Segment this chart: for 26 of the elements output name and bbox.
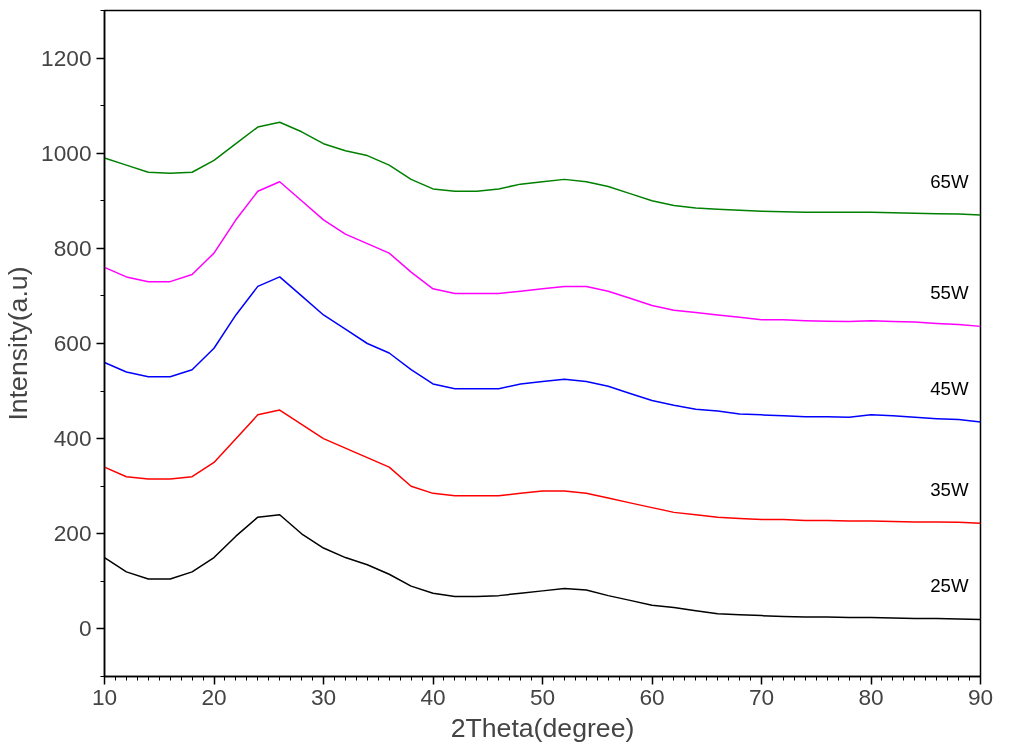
x-axis-title: 2Theta(degree) [450, 712, 635, 743]
x-tick-label: 10 [91, 683, 118, 710]
x-tick-label: 40 [420, 683, 446, 710]
x-tick-label: 60 [639, 683, 665, 710]
line-series [104, 276, 981, 423]
series-label: 65W [930, 170, 969, 192]
y-tick-label: 200 [53, 520, 92, 547]
y-tick-label: 800 [53, 234, 92, 261]
y-tick-label: 1200 [41, 44, 92, 71]
line-series [104, 409, 981, 525]
series-label: 45W [930, 377, 969, 399]
line-series [104, 121, 981, 216]
x-tick-label: 30 [310, 683, 337, 710]
y-tick-label: 1000 [41, 139, 92, 166]
x-tick-label: 70 [748, 683, 775, 710]
x-tick-label: 50 [529, 683, 556, 710]
x-tick-label: 90 [967, 683, 994, 710]
y-axis-title: Intensity(a.u) [3, 266, 34, 421]
series-label: 25W [930, 575, 969, 597]
series-label: 55W [930, 282, 969, 304]
series-label: 35W [930, 479, 969, 501]
x-tick-label: 20 [201, 683, 227, 710]
x-tick-label: 80 [858, 683, 884, 710]
y-tick-label: 600 [53, 330, 92, 356]
y-tick-label: 0 [78, 615, 92, 642]
y-tick-label: 400 [53, 425, 92, 452]
